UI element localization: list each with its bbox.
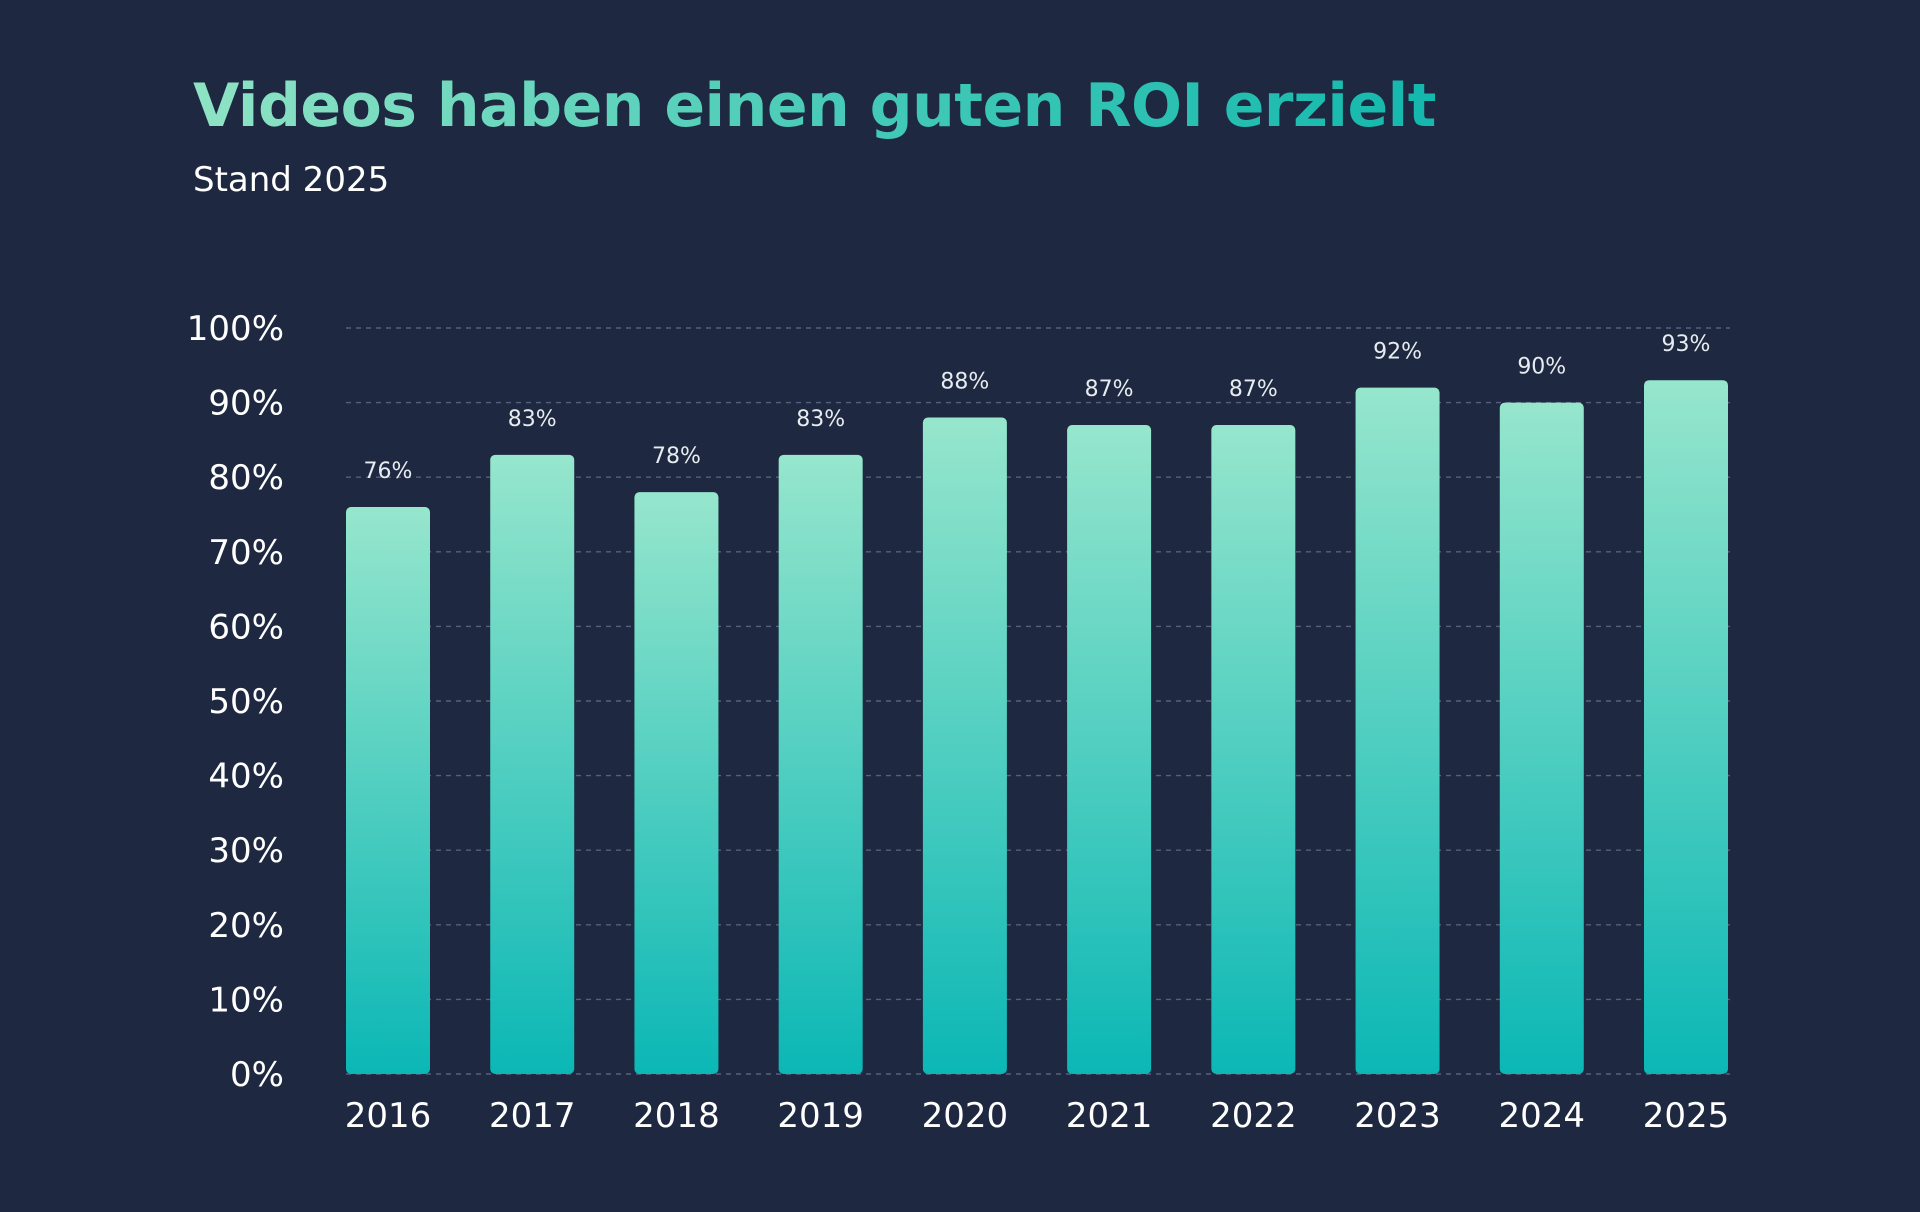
y-tick-label: 90%	[208, 384, 284, 424]
data-label: 78%	[652, 444, 701, 469]
x-tick-label: 2022	[1210, 1096, 1297, 1136]
y-tick-label: 20%	[208, 906, 284, 946]
bar	[634, 492, 719, 1074]
data-label: 87%	[1229, 377, 1278, 402]
bar	[1211, 424, 1296, 1075]
x-tick-label: 2018	[633, 1096, 720, 1136]
x-tick-label: 2023	[1354, 1096, 1441, 1136]
data-label: 87%	[1085, 377, 1134, 402]
chart-subtitle: Stand 2025	[193, 160, 390, 200]
y-tick-label: 80%	[208, 458, 284, 498]
y-tick-label: 30%	[208, 831, 284, 871]
x-tick-label: 2019	[777, 1096, 864, 1136]
data-label: 92%	[1373, 340, 1422, 365]
bar	[490, 454, 575, 1074]
x-tick-label: 2024	[1499, 1096, 1586, 1136]
data-label: 88%	[940, 370, 989, 395]
bar	[778, 454, 863, 1074]
x-tick-label: 2016	[345, 1096, 432, 1136]
chart-title: Videos haben einen guten ROI erzielt	[193, 66, 1436, 146]
bar	[1499, 402, 1584, 1075]
data-label: 83%	[796, 407, 845, 432]
y-tick-label: 0%	[230, 1055, 284, 1095]
bar	[922, 417, 1007, 1074]
data-label: 76%	[364, 459, 413, 484]
data-label: 90%	[1517, 355, 1566, 380]
y-tick-label: 50%	[208, 682, 284, 722]
bar	[346, 507, 430, 1074]
data-label: 93%	[1662, 332, 1711, 357]
bar	[1644, 380, 1728, 1075]
x-tick-label: 2021	[1066, 1096, 1153, 1136]
y-tick-label: 10%	[208, 980, 284, 1020]
bar	[1355, 387, 1440, 1074]
x-tick-label: 2020	[922, 1096, 1009, 1136]
y-tick-label: 40%	[208, 757, 284, 797]
x-axis: 2016 2017 2018 2019 2020 2021 2022 2023 2024 2025	[345, 1096, 1730, 1136]
bars	[346, 380, 1728, 1075]
y-tick-label: 60%	[208, 607, 284, 647]
x-tick-label: 2025	[1643, 1096, 1730, 1136]
data-labels: 76% 83% 78% 83% 88% 87% 87% 92% 90% 93%	[364, 332, 1711, 484]
y-axis: 0% 10% 20% 30% 40% 50% 60% 70% 80% 90% 100%	[187, 309, 284, 1095]
y-tick-label: 100%	[187, 309, 284, 349]
x-tick-label: 2017	[489, 1096, 576, 1136]
gridlines	[346, 327, 1730, 1075]
y-tick-label: 70%	[208, 533, 284, 573]
data-label: 83%	[508, 407, 557, 432]
bar	[1067, 424, 1152, 1075]
